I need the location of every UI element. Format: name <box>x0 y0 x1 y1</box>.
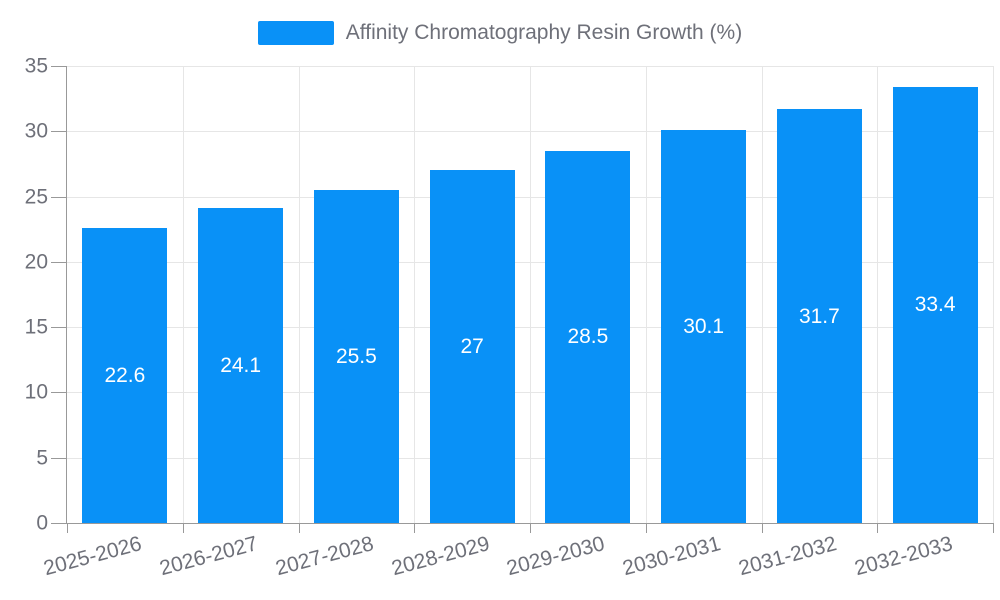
x-axis-label: 2027-2028 <box>273 532 377 581</box>
x-gridline <box>877 66 879 523</box>
x-axis-tick <box>67 523 68 533</box>
bar[interactable]: 25.5 <box>313 190 399 523</box>
bar-value-label: 22.6 <box>104 363 146 387</box>
bar[interactable]: 22.6 <box>82 227 168 523</box>
y-axis-label: 35 <box>24 54 48 78</box>
plot-area: 22.6 24.1 25.5 27 28.5 30.1 31.7 33.4 <box>67 66 994 523</box>
y-axis-tick <box>51 196 66 198</box>
y-axis-label: 5 <box>36 446 48 470</box>
legend: Affinity Chromatography Resin Growth (%) <box>0 20 1000 45</box>
y-axis-tick <box>51 523 66 524</box>
y-axis-label: 15 <box>24 315 48 339</box>
x-axis-label: 2029-2030 <box>504 532 608 581</box>
bar[interactable]: 31.7 <box>776 109 862 523</box>
y-axis-label: 25 <box>24 185 48 209</box>
bar-value-label: 31.7 <box>798 304 840 328</box>
y-axis-line <box>66 66 67 524</box>
x-gridline <box>645 66 647 523</box>
bar-value-label: 27 <box>460 335 484 359</box>
y-axis-label: 30 <box>24 119 48 143</box>
legend-swatch-icon <box>257 20 334 45</box>
bar-value-label: 25.5 <box>335 345 377 368</box>
bar-value-label: 33.4 <box>914 293 956 317</box>
x-axis-tick <box>993 523 994 533</box>
x-axis-label: 2031-2032 <box>736 532 840 581</box>
x-axis-label: 2030-2031 <box>620 532 724 581</box>
y-axis-label: 10 <box>24 380 48 404</box>
y-axis-tick <box>51 131 66 133</box>
bar[interactable]: 28.5 <box>545 150 631 523</box>
x-axis-tick <box>877 523 879 533</box>
y-axis-label: 20 <box>24 250 48 274</box>
y-axis-tick <box>51 327 66 329</box>
bar[interactable]: 33.4 <box>892 86 978 523</box>
x-axis-label: 2025-2026 <box>41 532 145 581</box>
bar-value-label: 24.1 <box>220 354 262 378</box>
x-gridline <box>414 66 416 523</box>
x-axis-tick <box>414 523 416 533</box>
x-axis-tick <box>182 523 184 533</box>
x-gridline <box>298 66 300 523</box>
y-axis-tick <box>51 261 66 263</box>
x-gridline <box>530 66 531 523</box>
x-gridline <box>182 66 184 523</box>
legend-label: Affinity Chromatography Resin Growth (%) <box>345 21 743 44</box>
x-axis-tick <box>761 523 763 533</box>
y-axis-label: 0 <box>36 511 48 535</box>
bar[interactable]: 24.1 <box>198 208 284 523</box>
bar[interactable]: 30.1 <box>661 129 747 523</box>
bar-value-label: 30.1 <box>683 314 725 338</box>
x-axis-label: 2032-2033 <box>851 532 955 581</box>
y-axis-tick <box>51 66 66 67</box>
y-axis-tick <box>51 392 66 394</box>
x-axis-label: 2028-2029 <box>388 532 492 581</box>
x-axis-tick <box>530 523 531 533</box>
legend-item[interactable]: Affinity Chromatography Resin Growth (%) <box>257 20 743 45</box>
x-axis-line <box>66 523 993 524</box>
x-axis-tick <box>298 523 300 533</box>
x-axis-tick <box>645 523 647 533</box>
bar[interactable]: 27 <box>429 170 515 523</box>
x-gridline <box>993 66 994 523</box>
bar-value-label: 28.5 <box>567 325 609 349</box>
x-axis-label: 2026-2027 <box>157 532 261 581</box>
y-axis-tick <box>51 457 66 459</box>
x-gridline <box>761 66 763 523</box>
